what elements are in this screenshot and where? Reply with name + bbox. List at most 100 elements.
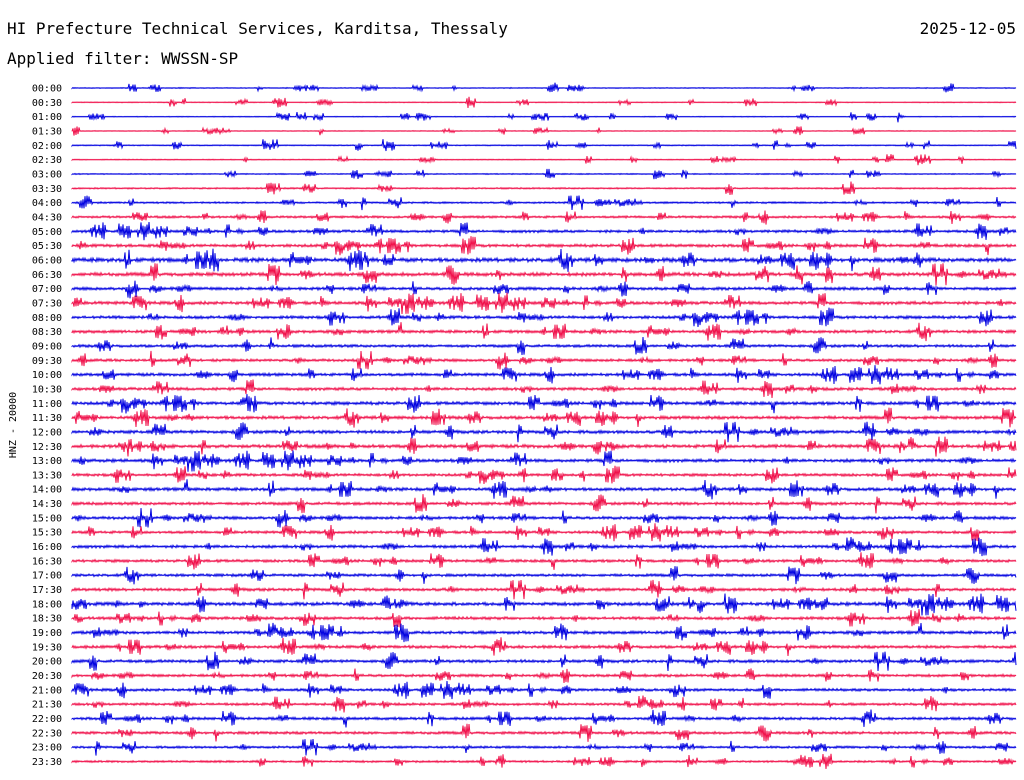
trace-line [71,96,1017,109]
time-tick-label: 19:00 [32,628,62,639]
trace-line [71,263,1017,286]
time-tick-label: 05:30 [32,241,62,252]
trace-line [71,280,1017,299]
station-title: HI Prefecture Technical Services, Kardit… [7,19,508,38]
trace-line [71,236,1017,256]
trace-line [71,195,1017,211]
time-tick-label: 07:00 [32,284,62,295]
trace-line [71,210,1017,225]
time-tick-label: 20:30 [32,671,62,682]
trace-line [71,523,1017,542]
time-tick-label: 15:30 [32,528,62,539]
trace-line [71,450,1017,472]
y-axis-label: HNZ - 20000 [8,392,19,458]
time-tick-label: 15:00 [32,513,62,524]
time-tick-label: 23:30 [32,757,62,768]
time-tick-label: 22:00 [32,714,62,725]
time-tick-label: 01:00 [32,112,62,123]
trace-line [71,421,1017,443]
time-tick-label: 23:00 [32,743,62,754]
trace-line [71,536,1017,557]
trace-line [71,579,1017,600]
trace-line [71,222,1017,241]
trace-line [71,494,1017,514]
time-tick-label: 03:00 [32,169,62,180]
trace-line [71,508,1017,528]
time-tick-label: 21:30 [32,700,62,711]
trace-line [71,709,1017,728]
time-tick-label: 09:00 [32,341,62,352]
trace-line [71,168,1017,180]
trace-line [71,394,1017,414]
trace-line [71,181,1017,196]
record-date: 2025-12-05 [919,19,1016,38]
time-tick-label: 03:30 [32,184,62,195]
filter-value: WWSSN-SP [161,49,239,68]
time-tick-label: 20:00 [32,657,62,668]
trace-line [71,307,1017,327]
time-tick-label: 16:00 [32,542,62,553]
time-tick-label: 09:30 [32,356,62,367]
time-tick-label: 06:00 [32,255,62,266]
time-tick-label: 06:30 [32,270,62,281]
trace-line [71,622,1017,643]
time-tick-label: 13:30 [32,470,62,481]
time-tick-label: 08:30 [32,327,62,338]
trace-line [71,365,1017,385]
trace-line [71,609,1017,628]
trace-line [71,407,1017,428]
time-tick-label: 19:30 [32,642,62,653]
time-tick-label: 01:30 [32,126,62,137]
trace-line [71,82,1017,93]
time-tick-label: 11:00 [32,399,62,410]
trace-line [71,350,1017,370]
time-tick-label: 12:30 [32,442,62,453]
filter-line: Applied filter: WWSSN-SP [7,49,238,68]
time-tick-label: 08:00 [32,313,62,324]
time-tick-label: 00:30 [32,98,62,109]
time-tick-label: 18:30 [32,614,62,625]
seismic-traces [71,82,1017,770]
trace-line [71,322,1017,342]
trace-line [71,739,1017,756]
trace-line [71,436,1017,457]
y-axis-label-group: HNZ - 20000 [8,392,19,458]
trace-line [71,111,1017,123]
trace-line [71,126,1017,136]
time-tick-label: 10:30 [32,384,62,395]
trace-line [71,336,1017,356]
time-tick-label: 10:00 [32,370,62,381]
trace-line [71,292,1017,315]
time-tick-label: 04:30 [32,212,62,223]
trace-line [71,552,1017,570]
filter-label: Applied filter: [7,49,152,68]
trace-line [71,465,1017,485]
trace-line [71,753,1017,770]
trace-line [71,651,1017,672]
time-tick-label: 14:00 [32,485,62,496]
trace-line [71,637,1017,656]
time-tick-label: 02:00 [32,141,62,152]
trace-line [71,723,1017,742]
trace-line [71,248,1017,272]
time-tick-label: 17:00 [32,571,62,582]
time-tick-label: 07:30 [32,298,62,309]
trace-line [71,566,1017,585]
trace-line [71,695,1017,713]
trace-line [71,139,1017,152]
time-tick-label: 18:00 [32,599,62,610]
trace-line [71,379,1017,399]
time-tick-label: 05:00 [32,227,62,238]
time-tick-label: 21:00 [32,685,62,696]
time-tick-labels: 00:00 00:30 01:00 01:30 02:00 02:30 03:00 03:30… [32,84,62,769]
trace-line [71,479,1017,500]
time-tick-label: 22:30 [32,728,62,739]
trace-line [71,593,1017,616]
time-tick-label: 17:30 [32,585,62,596]
time-tick-label: 16:30 [32,556,62,567]
trace-line [71,154,1017,166]
time-tick-label: 04:00 [32,198,62,209]
time-tick-label: 12:00 [32,427,62,438]
time-tick-label: 11:30 [32,413,62,424]
